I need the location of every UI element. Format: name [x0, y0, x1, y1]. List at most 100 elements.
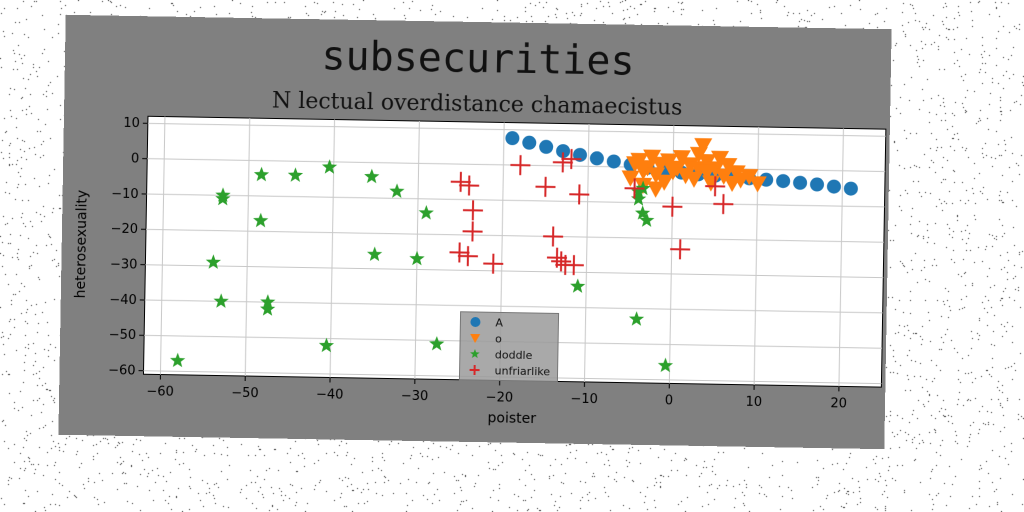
y-gridline — [145, 228, 884, 243]
y-tick-label: −10 — [111, 186, 139, 201]
data-point-plus-point — [713, 194, 734, 215]
y-gridline — [146, 193, 885, 208]
x-gridline — [329, 119, 336, 378]
data-point-star-point — [409, 250, 425, 266]
data-point-plus-point — [449, 242, 470, 263]
legend-marker — [470, 349, 480, 359]
data-point-star-point — [389, 183, 405, 198]
y-tick-label: −50 — [109, 328, 137, 343]
series-unfriarlike — [449, 148, 734, 276]
data-point-plus-point — [462, 221, 483, 242]
data-point-star-point — [657, 357, 674, 373]
x-tick-label: −40 — [316, 387, 344, 402]
x-gridline — [414, 121, 420, 379]
data-point-star-point — [205, 254, 221, 269]
data-point-triangle-point — [655, 174, 674, 191]
data-point-plus-point — [483, 253, 504, 274]
data-point-star-point — [631, 191, 647, 206]
data-point-star-point — [170, 352, 186, 368]
data-point-triangle-point — [748, 176, 767, 193]
data-point-plus-point — [462, 200, 483, 221]
data-point-circle-point — [606, 154, 621, 169]
data-point-circle-point — [810, 177, 825, 192]
y-tick-label: −60 — [108, 363, 136, 378]
x-gridline — [838, 128, 844, 387]
data-point-star-point — [253, 212, 269, 228]
data-point-circle-point — [539, 139, 554, 154]
data-point-plus-point — [705, 176, 726, 197]
x-tick-label: −50 — [231, 386, 259, 401]
x-tick-label: −60 — [146, 384, 174, 399]
data-point-circle-point — [589, 151, 604, 166]
data-point-circle-point — [522, 135, 537, 150]
data-point-triangle-point — [689, 146, 708, 164]
x-gridline — [584, 123, 590, 382]
data-point-triangle-point — [694, 138, 713, 155]
data-point-plus-point — [459, 175, 480, 196]
x-tick-label: −20 — [486, 390, 514, 405]
x-gridline — [159, 116, 166, 375]
data-point-star-point — [628, 311, 645, 326]
legend: Ao doddle unfriarlike — [458, 311, 560, 382]
data-point-plus-point — [561, 148, 582, 170]
y-tick-label: −20 — [110, 222, 138, 237]
data-point-star-point — [321, 159, 338, 174]
y-tick-label: −30 — [110, 257, 138, 272]
data-point-circle-point — [505, 131, 520, 146]
legend-marker — [470, 317, 481, 328]
data-point-plus-point — [552, 152, 573, 173]
legend-box — [458, 311, 560, 382]
y-gridline — [147, 122, 886, 137]
data-point-triangle-point — [621, 170, 640, 187]
x-axis-label: poister — [487, 410, 536, 427]
data-point-plus-point — [510, 155, 531, 176]
data-point-star-point — [418, 205, 434, 220]
data-point-star-point — [318, 337, 335, 353]
data-point-plus-point — [450, 171, 471, 192]
data-point-star-point — [213, 293, 229, 308]
data-point-plus-point — [535, 176, 556, 197]
y-gridline — [145, 264, 884, 279]
x-tick-label: −30 — [401, 389, 429, 404]
data-point-star-point — [287, 167, 304, 182]
y-tick-label: 0 — [131, 151, 140, 166]
data-point-star-point — [364, 168, 380, 184]
data-point-plus-point — [624, 178, 645, 199]
x-tick-label: 0 — [665, 393, 674, 408]
data-point-star-point — [429, 336, 445, 351]
data-point-circle-point — [556, 144, 571, 159]
x-tick-label: 20 — [830, 396, 847, 411]
data-point-triangle-point — [698, 164, 717, 181]
data-point-star-point — [639, 212, 655, 227]
data-point-star-point — [634, 205, 651, 220]
data-point-circle-point — [793, 175, 808, 190]
legend-label: A — [495, 316, 503, 329]
legend-label: o — [495, 332, 502, 345]
data-point-circle-point — [776, 174, 791, 189]
data-point-circle-point — [826, 179, 841, 194]
y-tick-label: 10 — [123, 116, 140, 131]
x-tick-label: 10 — [745, 395, 762, 410]
data-point-plus-point — [670, 239, 691, 260]
scatter-plot: −60 −50 −40 −30 −20 −10 0 10 20 10 0 −10 −20 −30 −40 −5… — [73, 115, 887, 427]
legend-label: doddle — [495, 348, 533, 362]
x-tick-label: −10 — [570, 392, 598, 407]
y-axis-label: heterosexuality — [73, 190, 91, 299]
data-point-star-point — [367, 246, 383, 262]
legend-label: unfriarlike — [494, 364, 550, 378]
y-tick-label: −40 — [109, 292, 137, 307]
chart-figure: subsecurities N lectual overdistance cha… — [58, 14, 892, 450]
data-point-triangle-point — [646, 181, 665, 198]
data-point-plus-point — [563, 255, 584, 276]
data-point-plus-point — [551, 251, 572, 272]
legend-marker — [469, 364, 480, 376]
data-point-plus-point — [457, 246, 478, 267]
data-point-star-point — [215, 190, 231, 206]
x-gridline — [244, 118, 251, 377]
data-point-star-point — [570, 278, 586, 293]
data-point-plus-point — [543, 226, 564, 247]
data-point-star-point — [260, 301, 276, 316]
data-point-plus-point — [569, 184, 590, 205]
data-point-triangle-point — [626, 156, 645, 173]
legend-marker — [470, 333, 481, 344]
